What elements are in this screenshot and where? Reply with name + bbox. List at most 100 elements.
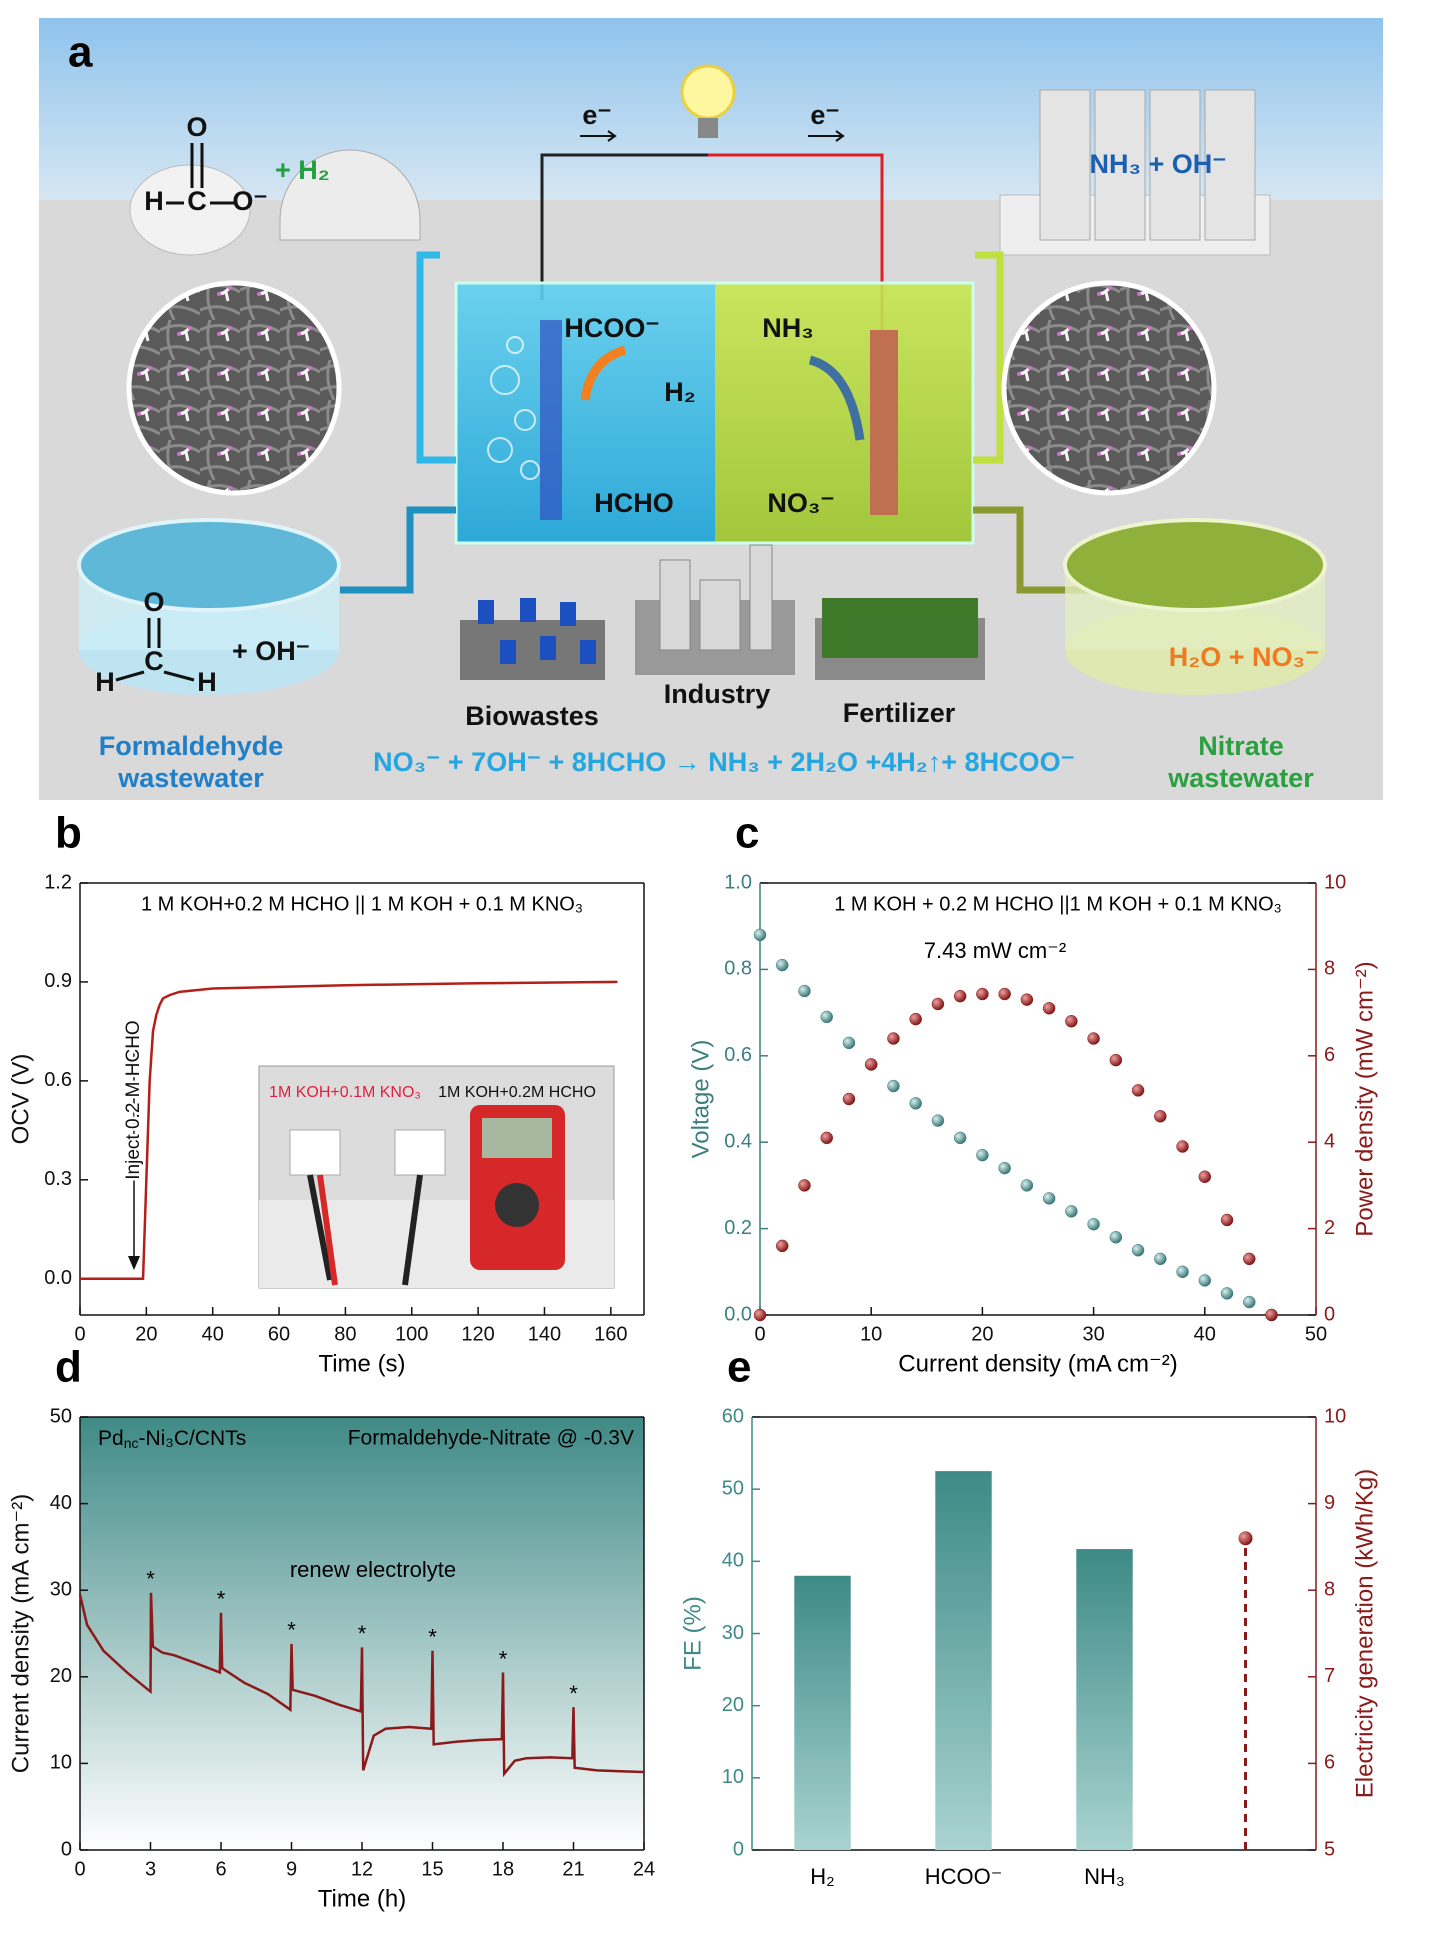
x-tick-label: 120 — [461, 1323, 494, 1345]
y2-tick-label: 5 — [1324, 1838, 1335, 1860]
wire — [540, 153, 708, 300]
data-point — [798, 984, 811, 998]
tank-label: Nitrate — [1198, 731, 1284, 761]
bar — [1076, 1549, 1133, 1850]
cell-frame — [454, 281, 975, 545]
catalyst-label: Pdnc-Ni₃C/CNTs — [98, 1427, 246, 1451]
pipe — [973, 251, 1004, 464]
x-tick-label: 50 — [1305, 1323, 1327, 1345]
atom: O — [186, 112, 207, 142]
data-point — [1020, 993, 1034, 1006]
data-point — [775, 1239, 789, 1253]
injection-annotation: Inject 0.2 M HCHO — [121, 1018, 147, 1270]
y2-tick-label: 0 — [1324, 1303, 1335, 1325]
species: NH₃ — [762, 313, 813, 343]
data-point — [1154, 1252, 1167, 1266]
inset-label: 1M KOH+0.1M KNO₃ — [269, 1084, 421, 1101]
y2-axis-label: Electricity generation (kWh/Kg) — [1351, 1469, 1378, 1798]
y-tick-label: 50 — [722, 1477, 744, 1499]
y-tick-label: 0.6 — [44, 1069, 72, 1091]
x-tick-label: 20 — [135, 1323, 157, 1345]
data-point — [976, 987, 989, 1001]
tank-label: wastewater — [117, 763, 264, 793]
atom: H — [144, 186, 164, 216]
arrowhead — [128, 1256, 140, 1270]
data-point — [864, 1058, 878, 1071]
electron: e⁻ — [582, 100, 611, 130]
panel-label: a — [68, 28, 93, 77]
lead — [317, 1174, 338, 1286]
atom: H — [95, 667, 115, 697]
reactant: H₂O + NO₃⁻ — [1169, 642, 1320, 672]
inset-label: 1M KOH+0.2M HCHO — [438, 1084, 596, 1101]
catalyst-part: nc — [124, 1435, 139, 1451]
data-point — [931, 1114, 945, 1127]
x-tick-label: 0 — [74, 1858, 85, 1880]
data-point — [909, 1097, 922, 1110]
data-point — [976, 1148, 989, 1162]
bar — [935, 1471, 992, 1850]
y-tick-label: 20 — [722, 1694, 744, 1716]
x-axis-label: Time (h) — [318, 1885, 406, 1912]
y-tick-label: 0.3 — [44, 1168, 72, 1190]
data-point — [953, 1131, 967, 1145]
y2-tick-label: 9 — [1324, 1492, 1335, 1514]
pipe — [416, 251, 456, 464]
bulb-base — [698, 118, 718, 138]
y-tick-label: 40 — [722, 1550, 744, 1572]
renewal-marker: * — [569, 1681, 578, 1706]
bulb — [680, 64, 736, 120]
data-point — [1131, 1084, 1145, 1097]
x-tick-label: 20 — [971, 1323, 993, 1345]
plots: b0 20 40 60 80 100 120 140 1600.00.30.60.91.2Tim… — [7, 809, 1378, 1913]
atom: H — [197, 667, 217, 697]
annotation: renew electrolyte — [290, 1557, 456, 1582]
y-axis-label: OCV (V) — [7, 1054, 34, 1145]
electron-arrow — [580, 130, 845, 142]
x-axis-label: Time (s) — [318, 1350, 405, 1377]
data-point — [842, 1036, 856, 1050]
pipe — [973, 506, 1090, 594]
y-tick-label: 0 — [733, 1838, 744, 1860]
bar — [794, 1575, 851, 1850]
subtitle: Formaldehyde-Nitrate @ -0.3V — [348, 1427, 634, 1450]
data-point — [1109, 1053, 1123, 1067]
equation: NO₃⁻ + 7OH⁻ + 8HCHO → NH₃ + 2H₂O +4H₂↑+ … — [373, 747, 1075, 777]
wire — [708, 153, 884, 330]
dial — [495, 1183, 539, 1227]
display — [482, 1118, 552, 1158]
data-point — [1065, 1014, 1078, 1028]
source-label: Industry — [664, 679, 771, 709]
data-point — [1243, 1252, 1256, 1266]
y-tick-label: 0.0 — [724, 1303, 752, 1325]
y2-tick-label: 6 — [1324, 1752, 1335, 1774]
y-tick-label: 0.9 — [44, 970, 72, 992]
y2-axis-label: Power density (mW cm⁻²) — [1351, 961, 1378, 1236]
data-point — [1065, 1205, 1078, 1218]
x-tick-label: 0 — [74, 1323, 85, 1345]
x-tick-label: 24 — [633, 1858, 655, 1880]
x-tick-label: HCOO⁻ — [925, 1864, 1003, 1889]
y-tick-label: 20 — [50, 1665, 72, 1687]
y-tick-label: 0.0 — [44, 1267, 72, 1289]
lead — [307, 1174, 423, 1286]
y-tick-label: 0 — [61, 1838, 72, 1860]
y2-tick-label: 10 — [1324, 871, 1346, 893]
panel-label: b — [55, 809, 82, 858]
atom: O — [143, 587, 164, 617]
y-tick-label: 10 — [722, 1766, 744, 1788]
y-tick-label: 60 — [722, 1405, 744, 1427]
anode — [540, 320, 562, 520]
data-point — [887, 1032, 900, 1045]
data-point — [820, 1131, 833, 1145]
y-tick-label: 0.8 — [724, 958, 752, 980]
y-tick-label: 0.6 — [724, 1044, 752, 1066]
catalyst-part: Pd — [98, 1427, 124, 1450]
cathode — [870, 330, 898, 515]
data-point — [1220, 1213, 1234, 1227]
dome — [279, 149, 421, 241]
electron: e⁻ — [810, 100, 839, 130]
annotation: 7.43 mW cm⁻² — [924, 938, 1066, 963]
y-tick-label: 30 — [50, 1578, 72, 1600]
y-axis-label: Voltage (V) — [687, 1040, 714, 1159]
